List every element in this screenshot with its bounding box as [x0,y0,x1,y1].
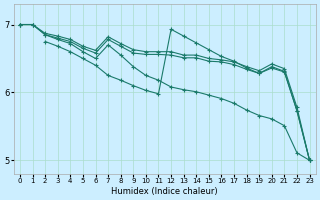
X-axis label: Humidex (Indice chaleur): Humidex (Indice chaleur) [111,187,218,196]
